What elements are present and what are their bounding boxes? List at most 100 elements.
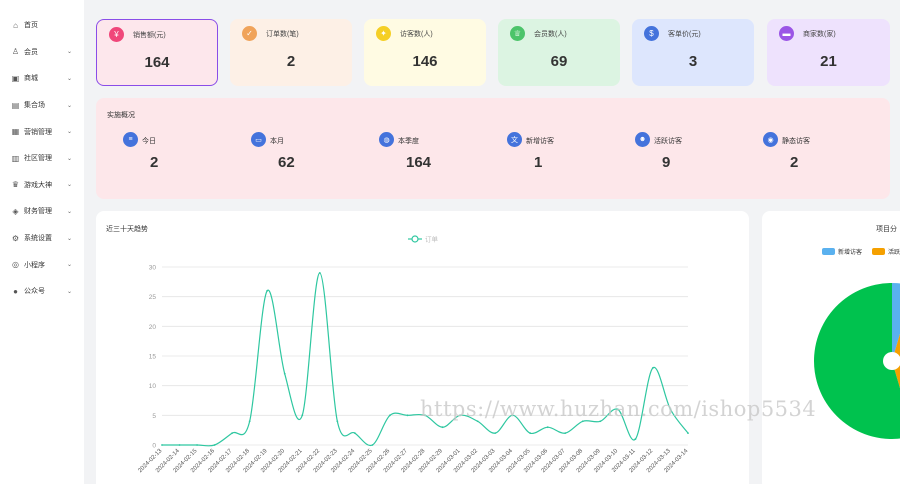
stat-value: 146 <box>412 53 438 70</box>
stat-label: 访客数(人) <box>400 31 433 38</box>
legend-swatch <box>872 248 885 255</box>
overview-item-5: ◉ 静态访客 2 <box>763 132 873 182</box>
data-point <box>494 432 497 435</box>
overview-label: 本季度 <box>398 138 419 145</box>
data-point <box>529 432 532 435</box>
overview-value: 164 <box>406 154 432 171</box>
data-point <box>564 432 567 435</box>
sidebar-item-3[interactable]: ▤ 集合场 ⌄ <box>0 92 84 119</box>
data-point <box>616 408 619 411</box>
stat-label: 会员数(人) <box>534 31 567 38</box>
overview-item-4: ☻ 活跃访客 9 <box>635 132 745 182</box>
stat-card-1[interactable]: ✓ 订单数(笔) 2 <box>230 19 352 86</box>
data-point <box>178 444 181 446</box>
data-point <box>248 420 251 423</box>
visitor-icon: ✦ <box>376 26 391 41</box>
overview-label: 本月 <box>270 138 284 145</box>
trend-line-chart: 0510152025302024-02-132024-02-142024-02-… <box>137 235 689 475</box>
stat-value: 21 <box>820 53 837 70</box>
data-point <box>424 414 426 417</box>
settings-icon: ⚙ <box>11 233 20 243</box>
data-point <box>196 444 198 446</box>
pie-center-hole <box>883 352 900 370</box>
data-point <box>581 420 584 423</box>
y-tick-label: 5 <box>152 413 156 420</box>
stat-value: 2 <box>286 53 296 70</box>
pie-slice-0[interactable] <box>892 283 900 361</box>
sidebar-item-6[interactable]: ♛ 游戏大神 ⌄ <box>0 172 84 199</box>
data-point <box>231 432 234 435</box>
stat-value: 69 <box>550 53 568 70</box>
sidebar-item-7[interactable]: ◈ 财务管理 ⌄ <box>0 198 84 225</box>
pie-legend-item-active[interactable]: 活跃 <box>872 247 900 256</box>
overview-label: 新增访客 <box>526 138 554 145</box>
sidebar-item-label: 系统设置 <box>24 235 52 243</box>
finance-icon: ◈ <box>12 206 19 216</box>
chevron-down-icon: ⌄ <box>66 288 72 295</box>
stat-label: 商家数(家) <box>803 31 836 38</box>
sidebar-item-8[interactable]: ⚙ 系统设置 ⌄ <box>0 225 84 252</box>
data-point <box>511 414 514 417</box>
chevron-down-icon: ⌄ <box>66 262 72 269</box>
sidebar-item-0[interactable]: ⌂ 首页 <box>0 12 84 39</box>
miniprogram-icon: ◎ <box>12 260 19 270</box>
money-bag-icon: $ <box>644 26 659 41</box>
chevron-down-icon: ⌄ <box>66 129 72 136</box>
stat-card-0[interactable]: ¥ 销售额(元) 164 <box>96 19 218 86</box>
overview-value: 2 <box>790 154 799 171</box>
stat-card-2[interactable]: ✦ 访客数(人) 146 <box>364 19 486 86</box>
data-point <box>476 420 479 423</box>
people-icon: ☻ <box>635 132 650 147</box>
chevron-down-icon: ⌄ <box>66 75 72 82</box>
legend-swatch <box>822 248 835 255</box>
trend-legend[interactable]: 订单 <box>408 235 439 244</box>
home-icon: ⌂ <box>13 20 18 30</box>
sidebar-item-label: 商城 <box>24 75 38 83</box>
overview-item-1: ▭ 本月 62 <box>251 132 361 182</box>
sidebar-item-label: 集合场 <box>24 102 45 110</box>
sidebar-item-1[interactable]: ♙ 会员 ⌄ <box>0 39 84 66</box>
pie-slice-2[interactable] <box>813 283 900 439</box>
overview-item-2: ◍ 本季度 164 <box>379 132 489 182</box>
sidebar-item-2[interactable]: ▣ 商城 ⌄ <box>0 65 84 92</box>
chevron-down-icon: ⌄ <box>66 182 72 189</box>
data-point <box>389 414 391 417</box>
legend-label: 活跃 <box>888 250 900 256</box>
stat-value: 164 <box>144 54 170 71</box>
overview-value: 9 <box>662 154 671 171</box>
pie-legend-item-new-visitors[interactable]: 新增访客 <box>822 247 862 256</box>
stat-card-3[interactable]: ♕ 会员数(人) 69 <box>498 19 620 86</box>
trend-chart-panel: 0 5 10 15 20 25 30 2024-02-13 2024-02-14 2024-02-… <box>96 211 749 484</box>
overview-title: 实施概况 <box>107 112 135 119</box>
pie-chart <box>813 283 900 439</box>
shop-icon: ▣ <box>11 73 20 83</box>
sidebar-item-label: 社区管理 <box>24 155 52 163</box>
game-icon: ♛ <box>11 180 20 190</box>
overview-label: 今日 <box>142 138 156 145</box>
overview-item-0: ≡ 今日 2 <box>123 132 233 182</box>
camera-icon: ◉ <box>763 132 778 147</box>
data-point <box>301 414 304 417</box>
data-point <box>634 438 637 440</box>
community-icon: ▥ <box>11 153 20 163</box>
sidebar-item-10[interactable]: ● 公众号 ⌄ <box>0 278 84 305</box>
data-point <box>336 420 339 423</box>
sidebar: ⌂ 首页 ♙ 会员 ⌄ ▣ 商城 ⌄ ▤ 集合场 ⌄ ▦ 营销管理 ⌄ ▥ 社区管理 ⌄ ♛ 游戏大神 ⌄ ◈ 财务管理 ⌄… <box>0 0 84 484</box>
sidebar-item-label: 营销管理 <box>24 128 52 136</box>
stat-card-4[interactable]: $ 客单价(元) 3 <box>632 19 754 86</box>
data-point <box>546 426 549 429</box>
sidebar-item-label: 小程序 <box>24 261 45 269</box>
chevron-down-icon: ⌄ <box>66 235 72 242</box>
sidebar-item-4[interactable]: ▦ 营销管理 ⌄ <box>0 118 84 145</box>
stat-value: 3 <box>688 53 698 70</box>
sidebar-item-5[interactable]: ▥ 社区管理 ⌄ <box>0 145 84 172</box>
wechat-icon: ● <box>13 286 18 296</box>
y-tick-label: 25 <box>149 294 157 301</box>
overview-value: 2 <box>150 154 159 171</box>
sidebar-item-label: 会员 <box>24 48 38 56</box>
stat-card-5[interactable]: ▬ 商家数(家) 21 <box>767 19 890 86</box>
sidebar-item-9[interactable]: ◎ 小程序 ⌄ <box>0 251 84 278</box>
series-line-orders <box>162 272 689 447</box>
data-point <box>599 420 602 423</box>
overview-value: 1 <box>534 154 543 171</box>
